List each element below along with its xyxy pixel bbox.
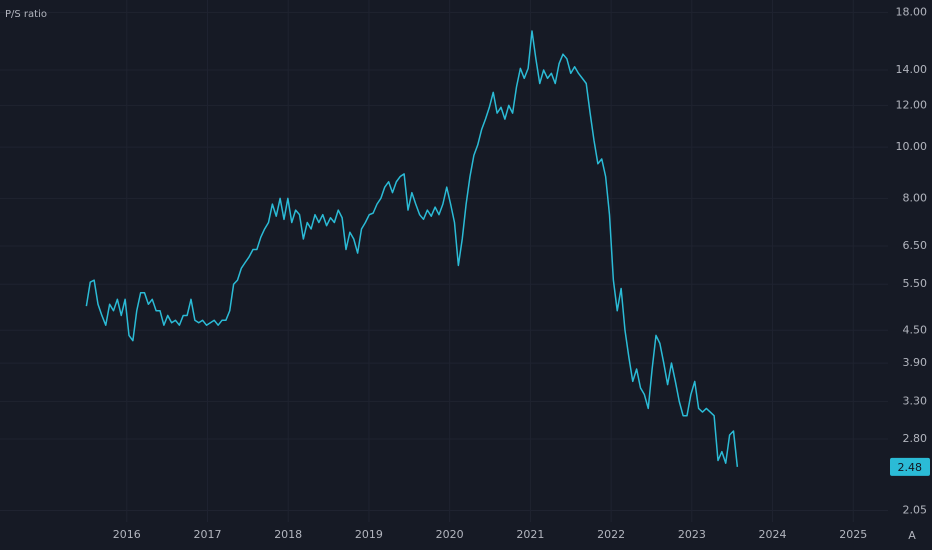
x-tick-label: 2016 [113, 528, 141, 541]
x-tick-label: 2018 [274, 528, 302, 541]
x-tick-label: 2020 [436, 528, 464, 541]
y-tick-label: 2.05 [903, 504, 928, 517]
plot [85, 30, 739, 467]
y-tick-label: 5.50 [903, 277, 928, 290]
axes: 2.05 2.80 3.30 3.90 4.50 5.50 6.50 8.00 10.00 12.… [5, 5, 930, 542]
x-tick-label: 2025 [839, 528, 867, 541]
x-tick-label: 2019 [355, 528, 383, 541]
y-tick-label: 8.00 [903, 191, 928, 204]
x-tick-label: 2022 [597, 528, 625, 541]
y-tick-label: 14.00 [896, 63, 928, 76]
grid [0, 0, 888, 522]
y-tick-label: 12.00 [896, 98, 928, 111]
x-tick-label: 2023 [678, 528, 706, 541]
x-tick-label: 2024 [759, 528, 787, 541]
y-tick-label: 10.00 [896, 140, 928, 153]
x-tick-label: 2017 [193, 528, 221, 541]
y-tick-label: 3.30 [903, 394, 928, 407]
y-tick-label: 3.90 [903, 356, 928, 369]
y-tick-label: 4.50 [903, 323, 928, 336]
last-value-badge [890, 457, 930, 476]
last-value-label: 2.48 [898, 461, 923, 474]
auto-scale-button[interactable]: A [908, 529, 916, 542]
y-tick-label: 2.80 [903, 432, 928, 445]
legend-label: P/S ratio [5, 9, 47, 20]
line-series [85, 30, 739, 467]
y-tick-label: 18.00 [896, 5, 928, 18]
y-tick-label: 6.50 [903, 239, 928, 252]
x-tick-label: 2021 [516, 528, 544, 541]
